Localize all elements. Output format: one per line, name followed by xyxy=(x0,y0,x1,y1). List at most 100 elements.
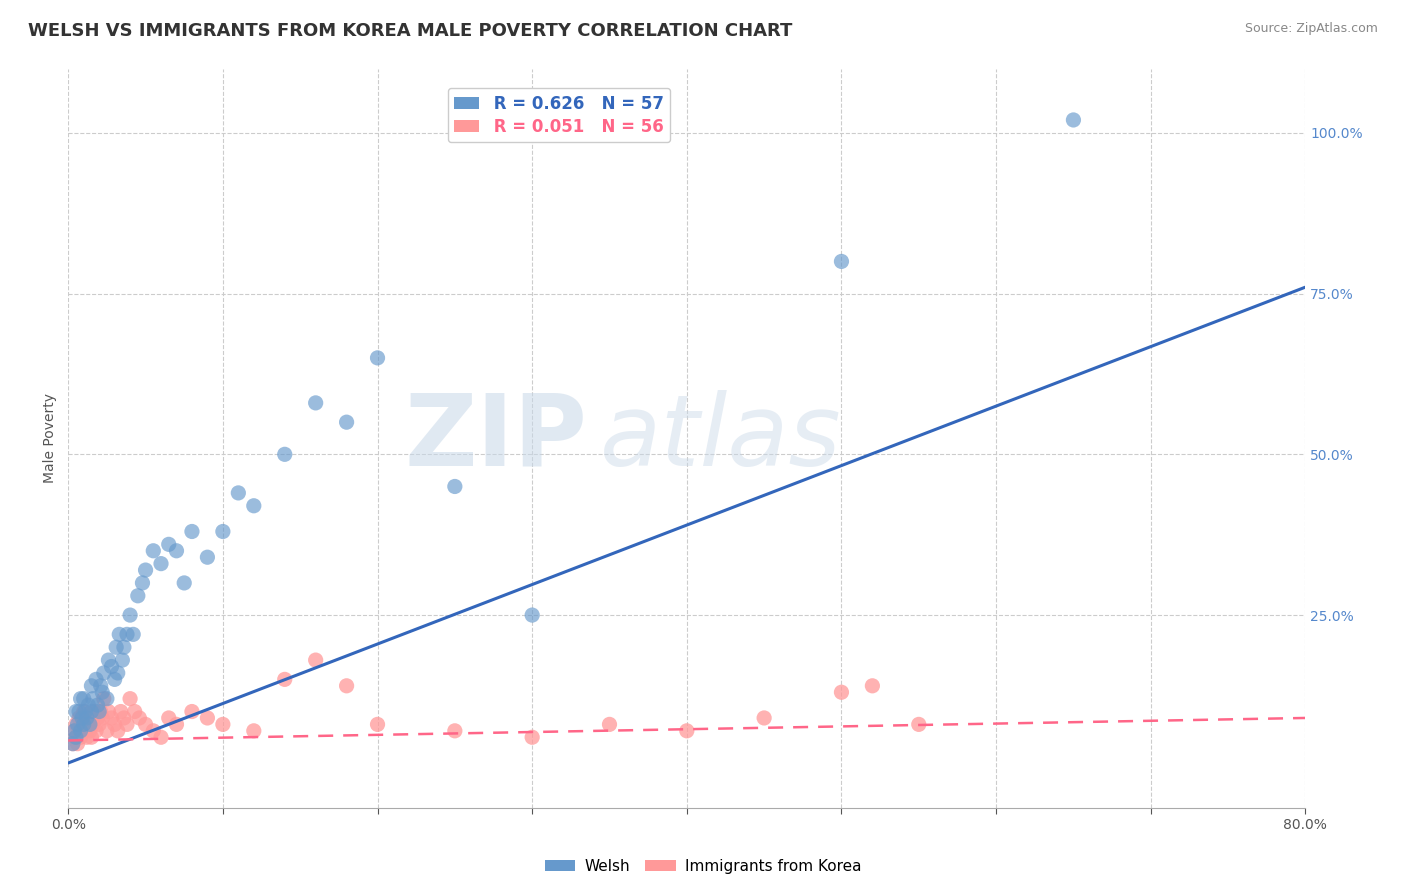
Point xyxy=(65,731,87,745)
Point xyxy=(197,550,219,565)
Point xyxy=(157,711,180,725)
Point xyxy=(97,653,120,667)
Point xyxy=(166,717,188,731)
Point xyxy=(115,627,138,641)
Point xyxy=(157,537,180,551)
Point xyxy=(80,679,103,693)
Point xyxy=(89,717,111,731)
Point xyxy=(76,731,98,745)
Point xyxy=(243,499,266,513)
Point xyxy=(110,705,132,719)
Y-axis label: Male Poverty: Male Poverty xyxy=(44,393,58,483)
Point xyxy=(228,486,250,500)
Point xyxy=(96,691,118,706)
Point xyxy=(212,524,235,539)
Point xyxy=(62,737,84,751)
Point xyxy=(73,717,96,731)
Point xyxy=(181,524,204,539)
Point xyxy=(63,723,86,738)
Point xyxy=(89,705,111,719)
Point xyxy=(77,698,100,712)
Point xyxy=(90,705,112,719)
Point xyxy=(150,557,173,571)
Point xyxy=(135,717,157,731)
Point xyxy=(80,731,103,745)
Point xyxy=(274,447,297,461)
Point xyxy=(135,563,157,577)
Point xyxy=(444,479,467,493)
Point xyxy=(131,576,153,591)
Point xyxy=(907,717,929,731)
Point xyxy=(108,627,131,641)
Point xyxy=(367,717,389,731)
Point xyxy=(274,673,297,687)
Point xyxy=(73,705,96,719)
Point xyxy=(62,737,84,751)
Point xyxy=(520,731,543,745)
Point xyxy=(69,731,91,745)
Point xyxy=(243,723,266,738)
Point xyxy=(93,665,115,680)
Point xyxy=(127,589,149,603)
Point xyxy=(111,653,134,667)
Text: ZIP: ZIP xyxy=(405,390,588,487)
Point xyxy=(69,691,91,706)
Point xyxy=(70,711,93,725)
Legend:  R = 0.626   N = 57,  R = 0.051   N = 56: R = 0.626 N = 57, R = 0.051 N = 56 xyxy=(447,88,671,143)
Point xyxy=(122,627,145,641)
Legend: Welsh, Immigrants from Korea: Welsh, Immigrants from Korea xyxy=(538,853,868,880)
Point xyxy=(90,679,112,693)
Point xyxy=(336,679,359,693)
Text: Source: ZipAtlas.com: Source: ZipAtlas.com xyxy=(1244,22,1378,36)
Point xyxy=(70,717,93,731)
Point xyxy=(65,705,87,719)
Point xyxy=(80,705,103,719)
Point xyxy=(91,711,114,725)
Point xyxy=(675,723,697,738)
Point xyxy=(115,717,138,731)
Point xyxy=(97,705,120,719)
Point xyxy=(86,711,108,725)
Point xyxy=(83,705,105,719)
Point xyxy=(444,723,467,738)
Text: atlas: atlas xyxy=(600,390,842,487)
Point xyxy=(65,717,87,731)
Point xyxy=(82,717,104,731)
Point xyxy=(1062,112,1084,127)
Point xyxy=(75,705,97,719)
Point xyxy=(84,723,107,738)
Point xyxy=(65,731,87,745)
Point xyxy=(82,691,104,706)
Point xyxy=(142,723,165,738)
Point xyxy=(830,685,852,699)
Point xyxy=(67,711,90,725)
Point xyxy=(173,576,195,591)
Point xyxy=(66,717,89,731)
Point xyxy=(830,254,852,268)
Point xyxy=(124,705,146,719)
Point xyxy=(367,351,389,365)
Point xyxy=(79,723,101,738)
Point xyxy=(860,679,883,693)
Point xyxy=(112,711,135,725)
Point xyxy=(181,705,204,719)
Point xyxy=(91,685,114,699)
Point xyxy=(63,723,86,738)
Point xyxy=(79,717,101,731)
Point xyxy=(67,705,90,719)
Point xyxy=(84,673,107,687)
Point xyxy=(73,691,96,706)
Point xyxy=(73,723,96,738)
Point xyxy=(75,717,97,731)
Point xyxy=(520,608,543,623)
Point xyxy=(752,711,775,725)
Point xyxy=(120,608,142,623)
Point xyxy=(69,723,91,738)
Point xyxy=(107,723,129,738)
Text: WELSH VS IMMIGRANTS FROM KOREA MALE POVERTY CORRELATION CHART: WELSH VS IMMIGRANTS FROM KOREA MALE POVE… xyxy=(28,22,793,40)
Point xyxy=(104,673,127,687)
Point xyxy=(336,415,359,429)
Point xyxy=(100,659,122,673)
Point xyxy=(197,711,219,725)
Point xyxy=(100,711,122,725)
